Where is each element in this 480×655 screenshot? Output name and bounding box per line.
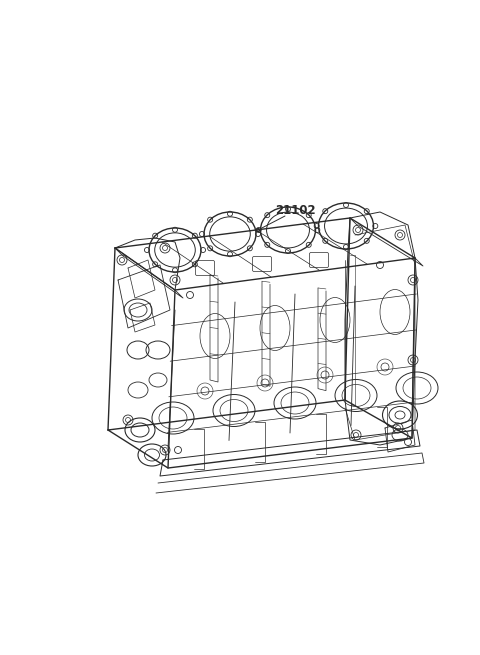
Text: 21102: 21102 [275, 204, 315, 217]
